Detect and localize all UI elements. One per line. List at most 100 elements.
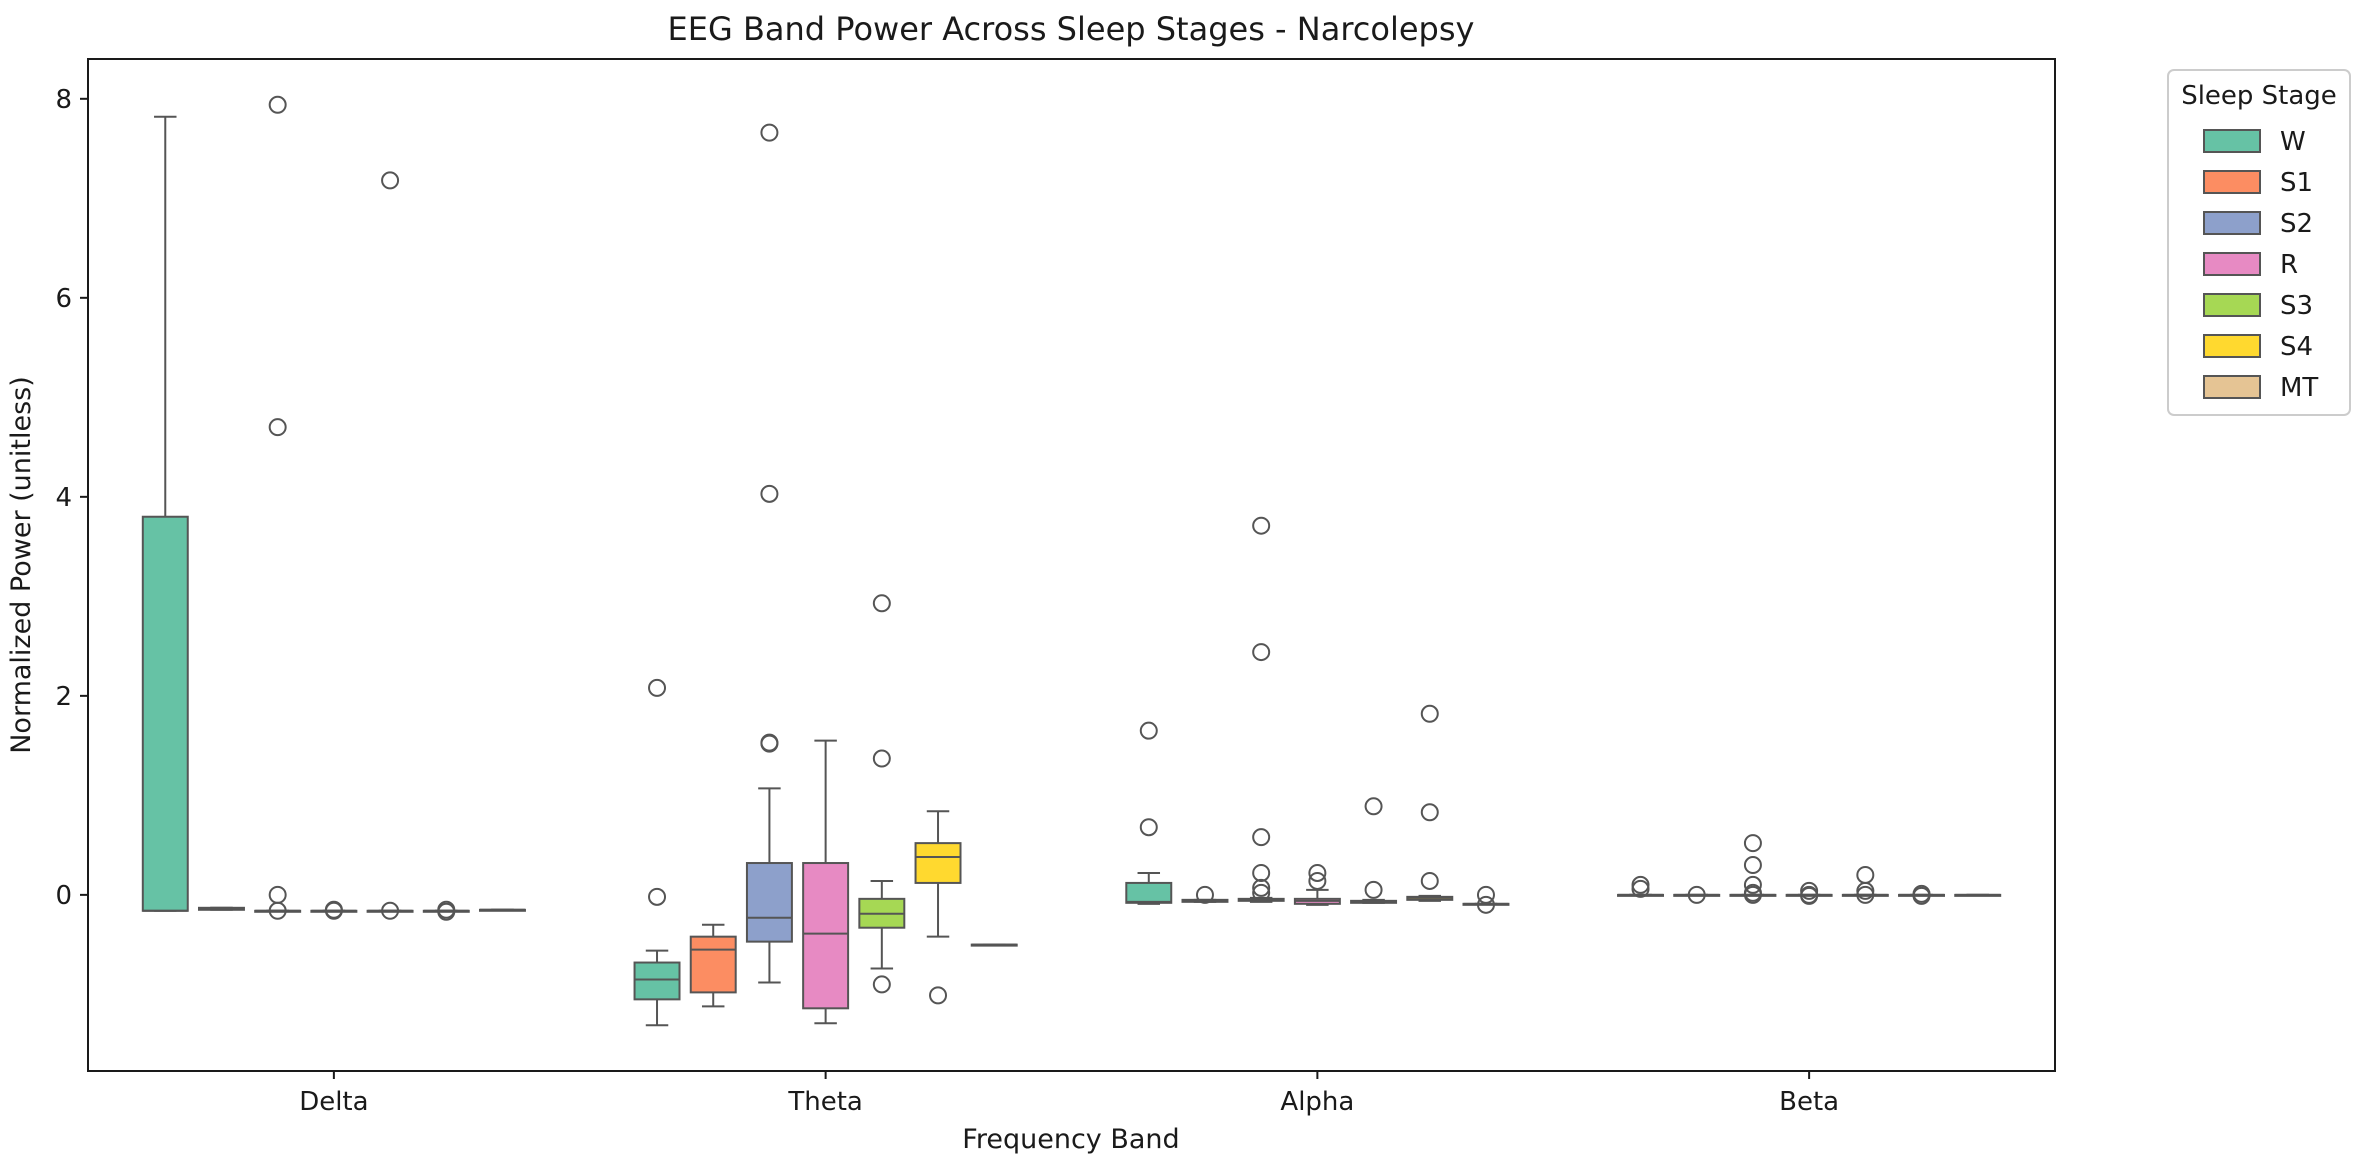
box-S3-Theta bbox=[858, 594, 906, 994]
x-tick-label: Beta bbox=[1779, 1087, 1839, 1117]
legend-frame bbox=[2167, 69, 2351, 416]
legend-item-MT: MT bbox=[2203, 373, 2318, 403]
box-body bbox=[914, 842, 962, 884]
outlier-point bbox=[1743, 875, 1762, 894]
y-tick-label: 6 bbox=[55, 284, 72, 314]
x-tick-label: Theta bbox=[787, 1087, 862, 1117]
legend-label: MT bbox=[2280, 373, 2318, 403]
box-body bbox=[633, 961, 681, 1001]
legend-swatch bbox=[2203, 252, 2261, 276]
legend-item-R: R bbox=[2203, 250, 2298, 280]
outlier-point bbox=[1252, 878, 1271, 897]
outlier-point bbox=[1420, 871, 1439, 890]
chart-title: EEG Band Power Across Sleep Stages - Nar… bbox=[668, 10, 1475, 48]
legend-item-S2: S2 bbox=[2203, 209, 2313, 239]
box-S3-Alpha bbox=[1350, 797, 1398, 904]
box-body bbox=[141, 515, 189, 912]
legend-label: S2 bbox=[2280, 209, 2313, 239]
outlier-point bbox=[381, 901, 400, 920]
outlier-point bbox=[1252, 643, 1271, 662]
legend-swatch bbox=[2203, 293, 2261, 317]
outlier-point bbox=[268, 418, 287, 437]
box-W-Delta bbox=[141, 115, 189, 912]
axes: 0 2 4 6 8 Delta Theta Alpha Beta bbox=[55, 85, 1839, 1117]
legend-label: S4 bbox=[2280, 332, 2313, 362]
box-MT-Beta bbox=[1954, 893, 2002, 897]
legend-label: R bbox=[2280, 250, 2298, 280]
outlier-point bbox=[1139, 818, 1158, 837]
legend-label: W bbox=[2280, 127, 2306, 157]
x-tick-label: Alpha bbox=[1280, 1087, 1354, 1117]
box-body bbox=[689, 935, 737, 994]
outlier-point bbox=[1476, 895, 1495, 914]
box-S1-Delta bbox=[197, 906, 245, 911]
outlier-point bbox=[872, 975, 891, 994]
box-R-Beta bbox=[1785, 881, 1833, 905]
outlier-point bbox=[1743, 885, 1762, 904]
outlier-point bbox=[1743, 856, 1762, 875]
outlier-point bbox=[1912, 886, 1931, 905]
outlier-point bbox=[1252, 516, 1271, 535]
box-R-Theta bbox=[802, 739, 850, 1025]
outlier-point bbox=[872, 594, 891, 613]
box-S2-Beta bbox=[1729, 834, 1777, 904]
box-body bbox=[1125, 881, 1173, 904]
outlier-point bbox=[929, 986, 948, 1005]
outlier-point bbox=[1631, 875, 1650, 894]
y-tick-label: 0 bbox=[55, 881, 72, 911]
outlier-point bbox=[760, 734, 779, 753]
outlier-point bbox=[1195, 885, 1214, 904]
legend-item-S1: S1 bbox=[2203, 168, 2313, 198]
outlier-point bbox=[760, 123, 779, 142]
box-S3-Delta bbox=[366, 171, 414, 920]
outlier-point bbox=[1364, 797, 1383, 816]
outlier-point bbox=[872, 749, 891, 768]
legend-swatch bbox=[2203, 129, 2261, 153]
box-W-Theta bbox=[633, 678, 681, 1027]
box-S4-Alpha bbox=[1406, 704, 1454, 902]
box-body bbox=[745, 862, 793, 943]
box-MT-Delta bbox=[478, 908, 526, 912]
outlier-point bbox=[1856, 885, 1875, 904]
box-S4-Theta bbox=[914, 810, 962, 1005]
outlier-point bbox=[268, 901, 287, 920]
outlier-point bbox=[1631, 879, 1650, 898]
box-S1-Beta bbox=[1673, 885, 1721, 904]
box-S3-Beta bbox=[1841, 865, 1889, 904]
legend: Sleep Stage W S1 S2 R S3 S4 MT bbox=[2167, 69, 2351, 416]
box-S4-Beta bbox=[1898, 884, 1946, 905]
box-R-Delta bbox=[310, 900, 358, 920]
legend-label: S1 bbox=[2280, 168, 2313, 198]
legend-item-W: W bbox=[2203, 127, 2306, 157]
y-tick-label: 2 bbox=[55, 682, 72, 712]
legend-label: S3 bbox=[2280, 291, 2313, 321]
legend-item-S4: S4 bbox=[2203, 332, 2313, 362]
outlier-point bbox=[1252, 863, 1271, 882]
outlier-point bbox=[268, 95, 287, 114]
legend-swatch bbox=[2203, 375, 2261, 399]
outlier-point bbox=[437, 900, 456, 919]
legend-title: Sleep Stage bbox=[2181, 81, 2337, 111]
box-MT-Theta bbox=[970, 943, 1018, 947]
outlier-point bbox=[381, 171, 400, 190]
box-S2-Theta bbox=[745, 123, 793, 984]
outlier-point bbox=[1476, 885, 1495, 904]
x-tick-label: Delta bbox=[299, 1087, 368, 1117]
box-W-Beta bbox=[1617, 875, 1665, 898]
outlier-point bbox=[1252, 828, 1271, 847]
box-body bbox=[802, 862, 850, 1010]
outlier-point bbox=[1139, 721, 1158, 740]
outlier-point bbox=[1308, 871, 1327, 890]
box-MT-Alpha bbox=[1462, 885, 1510, 914]
legend-swatch bbox=[2203, 211, 2261, 235]
outlier-point bbox=[1308, 863, 1327, 882]
outlier-point bbox=[324, 900, 343, 919]
outlier-point bbox=[1420, 704, 1439, 723]
box-W-Alpha bbox=[1125, 721, 1173, 905]
box-S2-Delta bbox=[254, 95, 302, 920]
box-S1-Theta bbox=[689, 923, 737, 1008]
box-S2-Alpha bbox=[1237, 516, 1285, 903]
y-axis-label: Normalized Power (unitless) bbox=[6, 376, 37, 754]
y-tick-label: 4 bbox=[55, 483, 72, 513]
